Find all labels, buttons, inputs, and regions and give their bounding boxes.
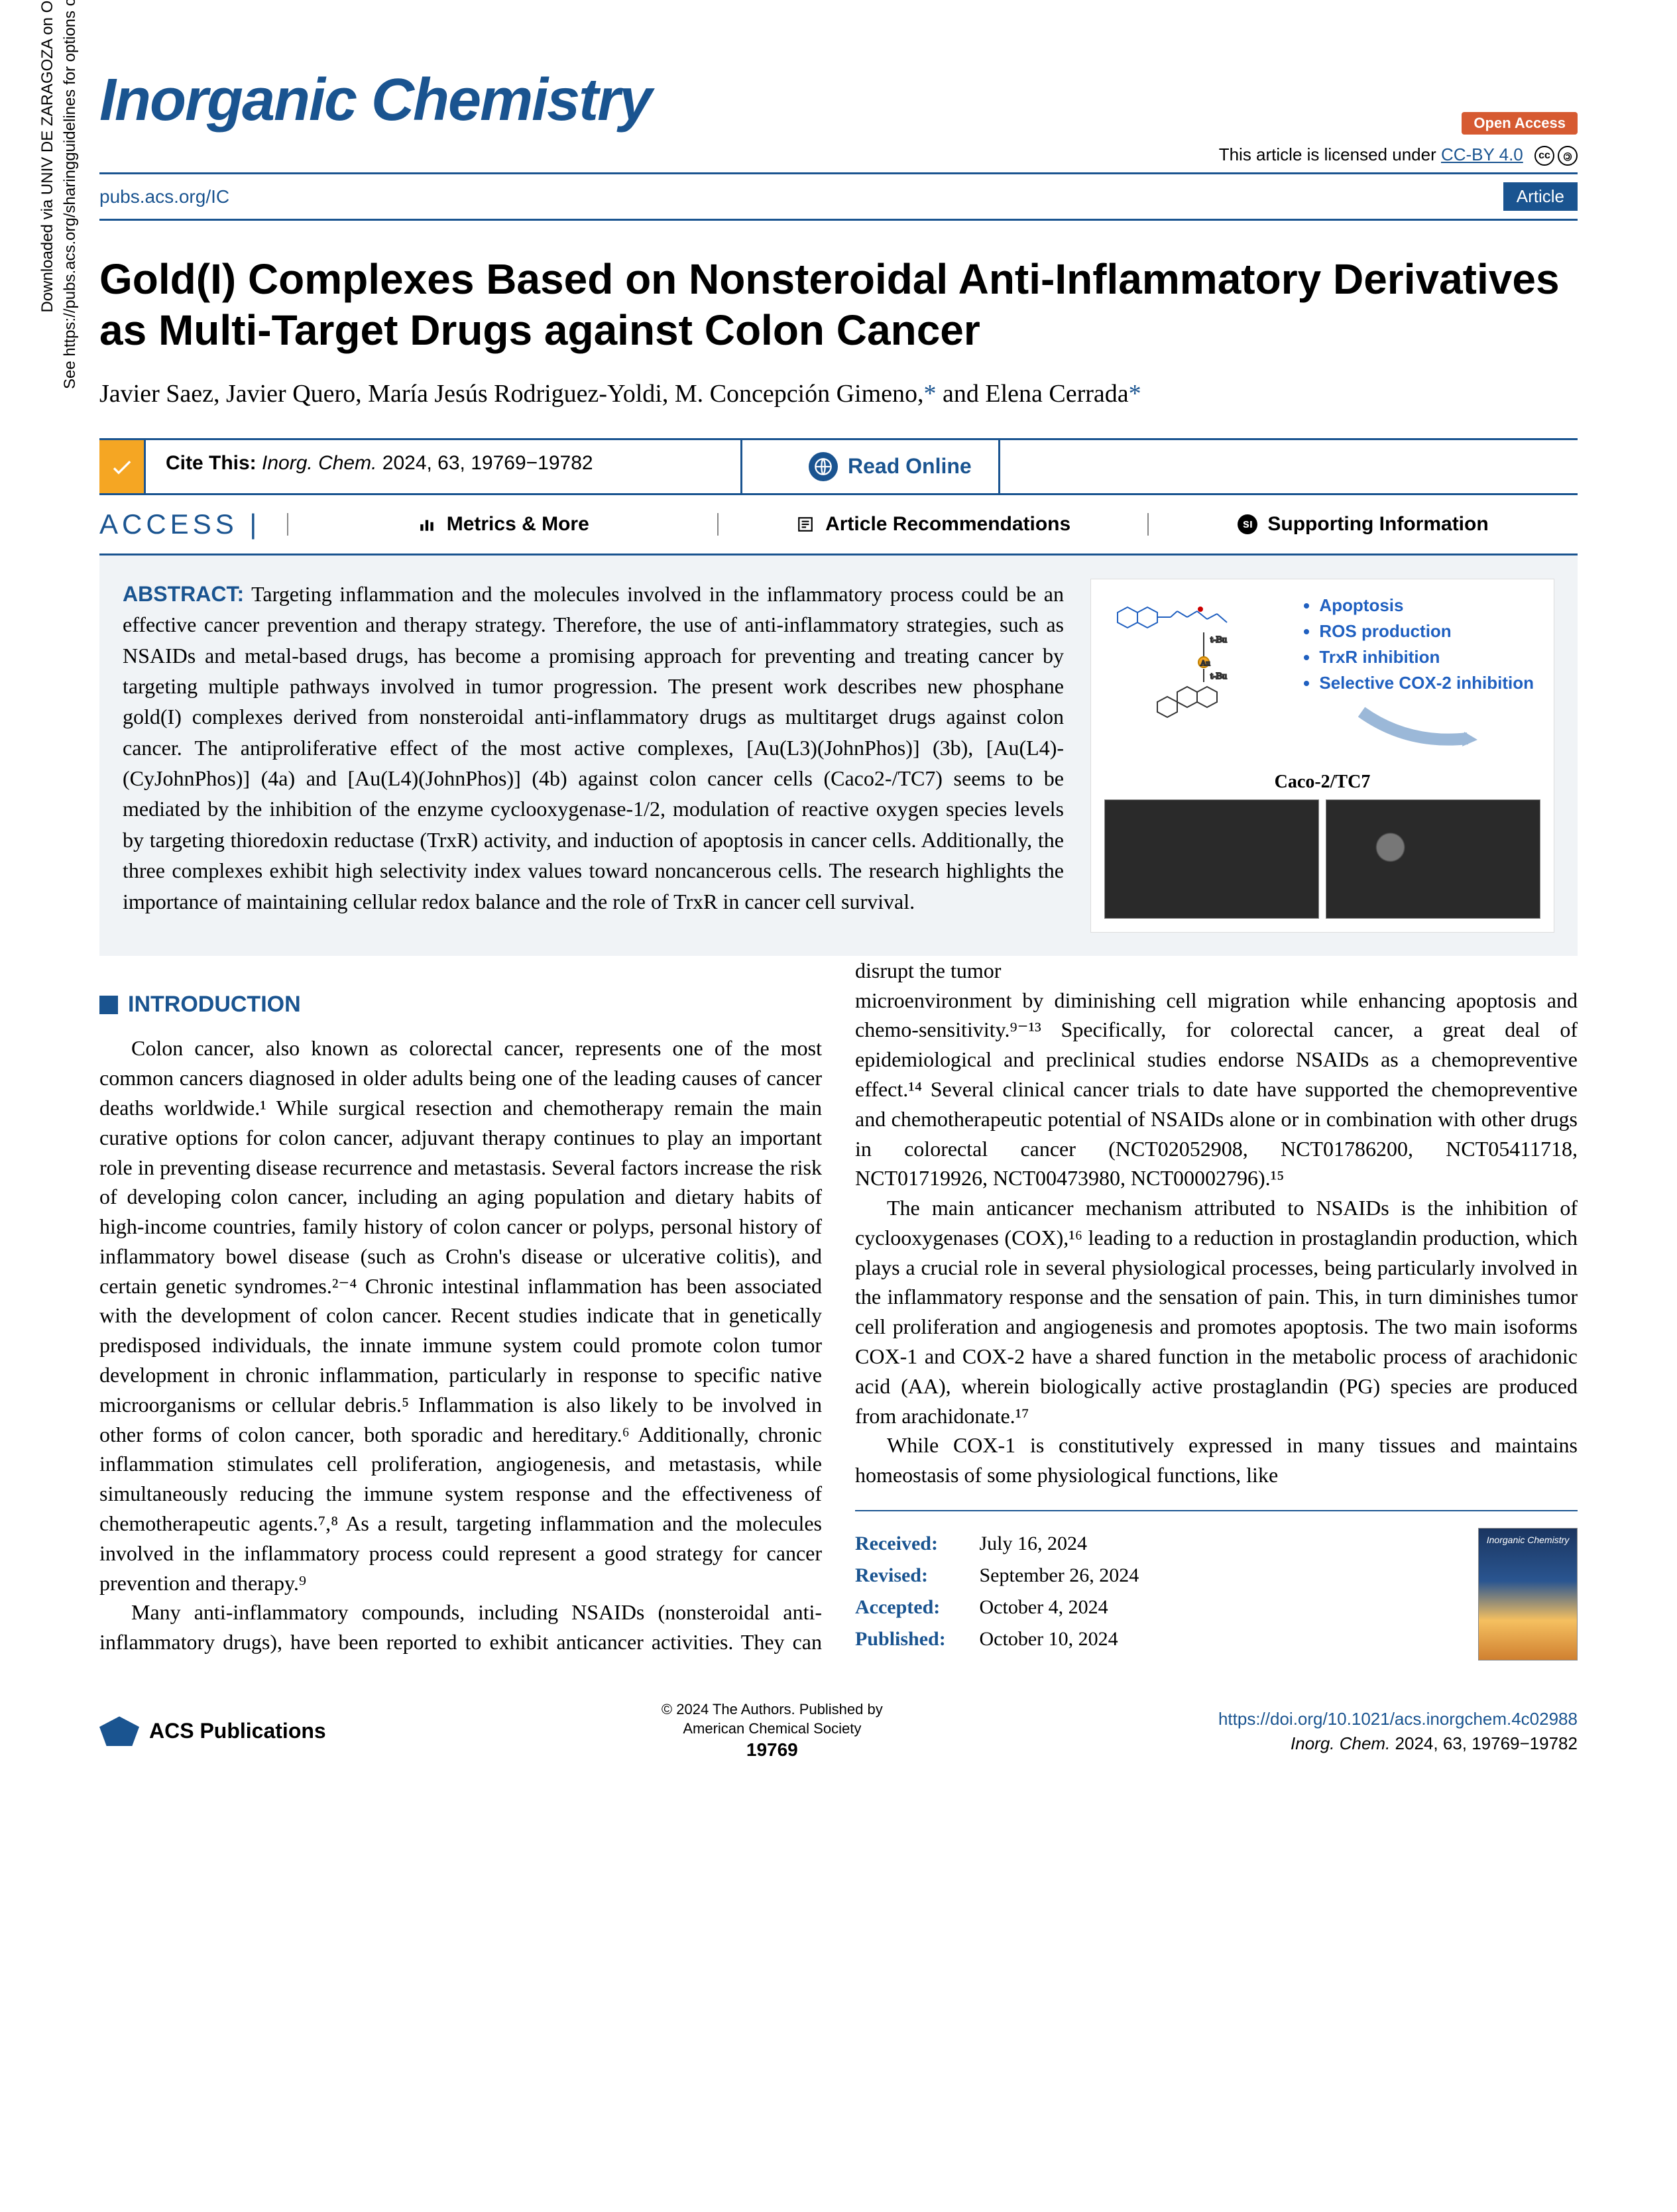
- footer-copyright: © 2024 The Authors. Published by America…: [662, 1700, 883, 1763]
- toc-bullets: Apoptosis ROS production TrxR inhibition…: [1302, 593, 1534, 696]
- journal-title: Inorganic Chemistry: [99, 66, 651, 135]
- body-paragraph: While COX-1 is constitutively expressed …: [855, 1430, 1578, 1490]
- intro-heading: INTRODUCTION: [99, 989, 822, 1021]
- svg-text:t-Bu: t-Bu: [1210, 671, 1227, 681]
- metrics-icon: [417, 514, 437, 534]
- publication-dates: Received: July 16, 2024 Revised: Septemb…: [855, 1510, 1578, 1660]
- supporting-info-link[interactable]: sı Supporting Information: [1147, 513, 1578, 536]
- author-list: Javier Saez, Javier Quero, María Jesús R…: [99, 379, 1578, 408]
- cite-this[interactable]: Cite This: Inorg. Chem. 2024, 63, 19769−…: [146, 440, 742, 493]
- toc-graphic: t-Bu Au t-Bu Apoptosis ROS production Tr…: [1090, 579, 1554, 933]
- recommendations-link[interactable]: Article Recommendations: [717, 513, 1147, 536]
- publisher-logo: ACS Publications: [99, 1716, 326, 1746]
- cc-icon: cc: [1534, 146, 1554, 166]
- abstract-text: ABSTRACT: Targeting inflammation and the…: [123, 579, 1064, 917]
- footer-citation: https://doi.org/10.1021/acs.inorgchem.4c…: [1218, 1707, 1578, 1755]
- body-paragraph: The main anticancer mechanism attributed…: [855, 1193, 1578, 1430]
- recommendations-icon: [795, 514, 815, 534]
- journal-cover-thumbnail: [1478, 1528, 1578, 1660]
- metrics-link[interactable]: Metrics & More: [287, 513, 717, 536]
- download-attribution: Downloaded via UNIV DE ZARAGOZA on Octob…: [36, 0, 81, 563]
- by-icon: 🄯: [1558, 146, 1578, 166]
- open-access-badge: Open Access: [1462, 112, 1578, 135]
- access-label: ACCESS |: [99, 508, 287, 540]
- body-paragraph: Colon cancer, also known as colorectal c…: [99, 1033, 822, 1598]
- article-title: Gold(I) Complexes Based on Nonsteroidal …: [99, 254, 1578, 356]
- license-link[interactable]: CC-BY 4.0: [1441, 145, 1523, 164]
- toc-cell-label: Caco-2/TC7: [1104, 772, 1540, 793]
- acs-badge-icon: [99, 1716, 139, 1746]
- toc-image-treated: [1326, 799, 1540, 919]
- globe-icon: [809, 452, 838, 481]
- si-icon: sı: [1238, 514, 1257, 534]
- body-paragraph: microenvironment by diminishing cell mig…: [855, 986, 1578, 1194]
- license-line: This article is licensed under CC-BY 4.0…: [99, 145, 1578, 166]
- svg-text:t-Bu: t-Bu: [1210, 635, 1227, 645]
- article-type-badge: Article: [1503, 182, 1578, 211]
- cite-check-icon: [99, 440, 146, 493]
- read-online-button[interactable]: Read Online: [782, 440, 1000, 493]
- pubs-url[interactable]: pubs.acs.org/IC: [99, 186, 229, 207]
- svg-text:Au: Au: [1200, 658, 1210, 668]
- toc-image-control: [1104, 799, 1319, 919]
